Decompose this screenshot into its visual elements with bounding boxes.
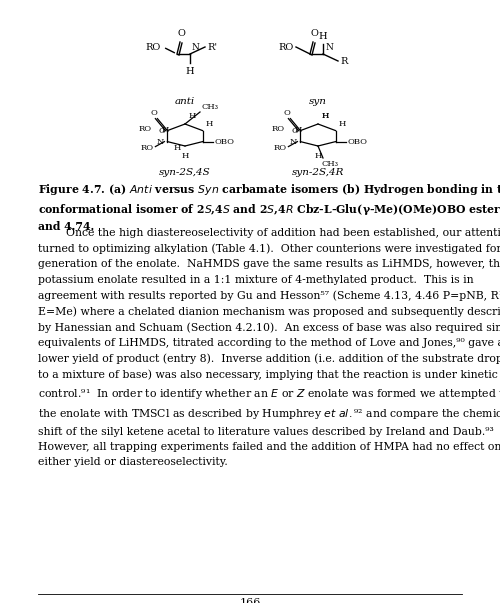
Text: N: N	[157, 137, 164, 145]
Text: H: H	[189, 112, 196, 120]
Text: RO: RO	[146, 42, 161, 51]
Text: O: O	[158, 127, 166, 134]
Text: RO: RO	[274, 144, 286, 151]
Text: H: H	[338, 119, 346, 128]
Text: H: H	[318, 32, 328, 41]
Text: O: O	[177, 29, 185, 38]
Text: RO: RO	[140, 144, 153, 151]
Text: CH₃: CH₃	[201, 103, 218, 111]
Text: RO: RO	[272, 125, 284, 133]
Text: OBO: OBO	[214, 137, 234, 145]
Text: syn-2S,4S: syn-2S,4S	[159, 168, 211, 177]
Text: H: H	[206, 119, 213, 128]
Text: R: R	[340, 57, 347, 66]
Text: N: N	[192, 43, 200, 52]
Text: syn: syn	[309, 97, 327, 106]
Text: H: H	[174, 144, 181, 152]
Text: H: H	[322, 112, 330, 120]
Text: H: H	[182, 152, 188, 160]
Text: H: H	[186, 67, 194, 76]
Text: syn-2S,4R: syn-2S,4R	[292, 168, 344, 177]
Text: anti: anti	[175, 97, 195, 106]
Text: O: O	[151, 109, 158, 116]
Text: H: H	[322, 112, 330, 120]
Text: N: N	[325, 43, 333, 52]
Text: CH₃: CH₃	[322, 160, 339, 168]
Text: R': R'	[207, 42, 217, 51]
Text: OBO: OBO	[348, 137, 368, 145]
Text: RO: RO	[279, 42, 294, 51]
Text: H: H	[162, 125, 169, 134]
Text: Once the high diastereoselectivity of addition had been established, our attenti: Once the high diastereoselectivity of ad…	[38, 228, 500, 467]
Text: O: O	[292, 127, 298, 134]
Text: H: H	[314, 152, 322, 160]
Text: O: O	[310, 29, 318, 38]
Text: Figure 4.7. (a) $\mathit{Anti}$ versus $\mathit{Syn}$ carbamate isomers (b) Hydr: Figure 4.7. (a) $\mathit{Anti}$ versus $…	[38, 182, 500, 232]
Text: 166: 166	[240, 598, 260, 603]
Text: H: H	[294, 125, 302, 134]
Text: RO: RO	[138, 125, 151, 133]
Text: N: N	[290, 137, 298, 145]
Text: O: O	[284, 109, 291, 116]
